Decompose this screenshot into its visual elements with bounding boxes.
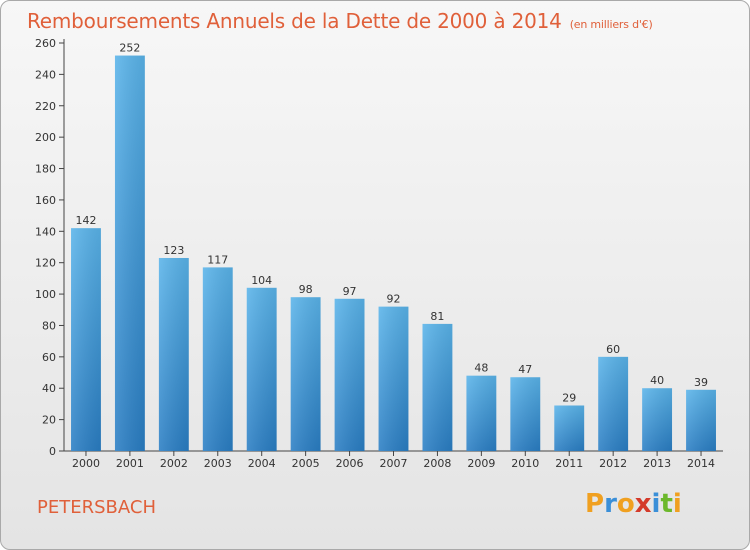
logo-letter: P <box>585 489 605 519</box>
data-label: 39 <box>694 376 708 389</box>
bar-shade <box>246 287 277 451</box>
x-tick-label: 2006 <box>336 457 364 470</box>
y-tick-label: 260 <box>35 37 56 50</box>
x-tick-label: 2014 <box>687 457 715 470</box>
y-tick-label: 60 <box>42 351 56 364</box>
data-label: 48 <box>474 362 488 375</box>
logo-letter: x <box>634 489 652 519</box>
x-tick-label: 2009 <box>467 457 495 470</box>
chart-title-text: Remboursements Annuels de la Dette de 20… <box>27 9 562 33</box>
data-label: 29 <box>562 391 576 404</box>
y-tick-label: 40 <box>42 382 56 395</box>
y-tick-label: 0 <box>49 445 56 458</box>
bar-shade <box>598 356 629 451</box>
data-label: 104 <box>251 274 272 287</box>
data-label: 47 <box>518 363 532 376</box>
data-label: 60 <box>606 343 620 356</box>
bar-shade <box>158 257 189 451</box>
bar-shade <box>334 298 365 451</box>
logo-letter: i <box>672 489 682 519</box>
logo-letter: r <box>604 489 617 519</box>
x-tick-label: 2005 <box>292 457 320 470</box>
chart-title: Remboursements Annuels de la Dette de 20… <box>27 9 653 33</box>
bar-shade <box>686 389 716 451</box>
y-tick-label: 80 <box>42 319 56 332</box>
data-label: 81 <box>430 310 444 323</box>
axes-group: 0 20 40 60 80 100 120 140 160 180 200 220 240 260 2000… <box>35 37 723 470</box>
bar-shade <box>290 297 321 451</box>
x-tick-label: 2007 <box>380 457 408 470</box>
data-label: 123 <box>163 244 184 257</box>
proxiti-logo[interactable]: Proxiti <box>585 489 682 519</box>
logo-letter: o <box>616 489 635 519</box>
y-tick-label: 220 <box>35 100 56 113</box>
bar-shade <box>378 306 409 451</box>
data-label: 142 <box>75 214 96 227</box>
bar-shade <box>554 405 585 451</box>
x-tick-label: 2001 <box>116 457 144 470</box>
data-labels-group: 142 252 123 117 104 98 97 92 81 48 47 29 60 40 39 <box>75 42 708 405</box>
x-tick-label: 2013 <box>643 457 671 470</box>
y-tick-label: 20 <box>42 414 56 427</box>
x-tick-label: 2000 <box>72 457 100 470</box>
x-tick-label: 2003 <box>204 457 232 470</box>
x-tick-label: 2008 <box>423 457 451 470</box>
x-tick-label: 2010 <box>511 457 539 470</box>
bar-shade <box>510 377 541 451</box>
y-tick-label: 180 <box>35 163 56 176</box>
data-label: 117 <box>207 253 228 266</box>
bar-shade <box>71 228 101 451</box>
y-tick-label: 160 <box>35 194 56 207</box>
bar-shade <box>642 388 673 451</box>
data-label: 92 <box>387 293 401 306</box>
logo-letter: t <box>660 489 673 519</box>
y-tick-label: 240 <box>35 68 56 81</box>
bar-shade <box>202 267 233 451</box>
town-name: PETERSBACH <box>37 497 156 518</box>
x-tick-label: 2011 <box>555 457 583 470</box>
y-tick-label: 140 <box>35 225 56 238</box>
x-tick-label: 2012 <box>599 457 627 470</box>
bar-shade <box>466 375 497 451</box>
y-tick-label: 100 <box>35 288 56 301</box>
y-tick-label: 120 <box>35 257 56 270</box>
x-tick-label: 2002 <box>160 457 188 470</box>
data-label: 98 <box>299 283 313 296</box>
bars-group <box>71 55 716 452</box>
logo-letter: i <box>651 489 661 519</box>
x-tick-label: 2004 <box>248 457 276 470</box>
data-label: 97 <box>343 285 357 298</box>
data-label: 40 <box>650 374 664 387</box>
bar-shade <box>422 323 453 451</box>
y-tick-label: 200 <box>35 131 56 144</box>
data-label: 252 <box>119 42 140 55</box>
chart-subtitle: (en milliers d'€) <box>569 18 653 31</box>
bar-shade <box>114 55 145 452</box>
